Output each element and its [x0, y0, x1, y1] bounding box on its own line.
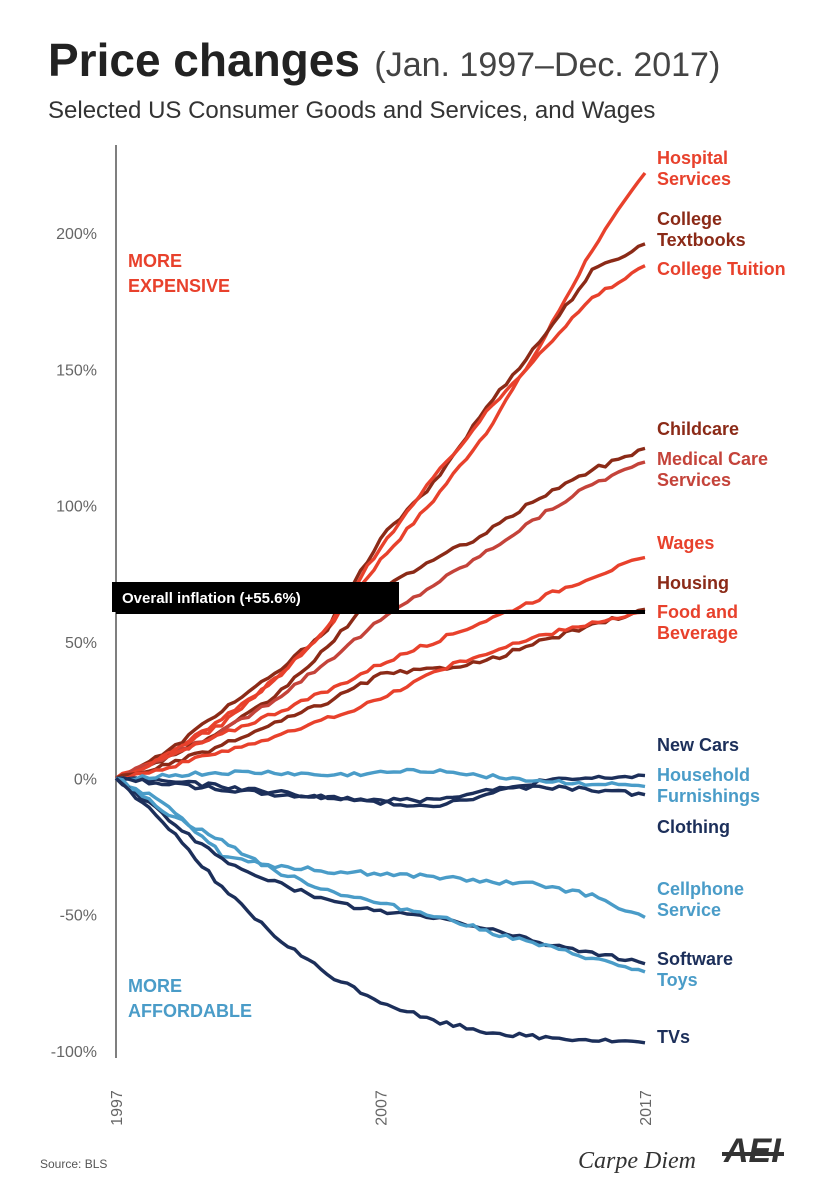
series-labels: HospitalServicesCollegeTextbooksCollege … [657, 148, 786, 1047]
series-label-hospital-services: Hospital [657, 148, 728, 168]
series-line-college-textbooks [115, 242, 646, 780]
series-label-food-and-beverage: Beverage [657, 623, 738, 643]
y-tick-label: 150% [56, 362, 97, 379]
carpe-diem-brand: Carpe Diem [578, 1148, 696, 1174]
title-main: Price changes [48, 34, 360, 86]
more-affordable-label-2: AFFORDABLE [128, 1001, 252, 1021]
source-note: Source: BLS [40, 1157, 107, 1171]
inflation-box [112, 582, 399, 612]
series-label-housing: Housing [657, 573, 729, 593]
series-label-toys: Toys [657, 970, 698, 990]
series-label-medical-care-services: Services [657, 470, 731, 490]
series-line-toys [114, 776, 646, 974]
series-line-food-and-beverage [115, 610, 646, 781]
series-label-medical-care-services: Medical Care [657, 449, 768, 469]
series-label-childcare: Childcare [657, 419, 739, 439]
more-affordable-label-1: MORE [128, 976, 182, 996]
more-expensive-label-1: MORE [128, 251, 182, 271]
series-label-software: Software [657, 949, 733, 969]
y-tick-label: 200% [56, 226, 97, 243]
aei-logo-underline [722, 1152, 784, 1156]
series-line-household-furnishings [115, 767, 646, 789]
title-range: (Jan. 1997–Dec. 2017) [374, 46, 720, 84]
y-tick-label: -100% [51, 1044, 97, 1061]
series-label-clothing: Clothing [657, 817, 730, 837]
series-label-household-furnishings: Furnishings [657, 786, 760, 806]
y-axis-ticks: 200% 150% 100% 50% 0% -50% -100% [51, 226, 97, 1061]
series-label-new-cars: New Cars [657, 735, 739, 755]
series-line-tvs [114, 777, 646, 1045]
aei-logo: AEI [722, 1132, 784, 1170]
series-line-college-tuition [114, 264, 646, 780]
series-label-food-and-beverage: Food and [657, 602, 738, 622]
inflation-label: Overall inflation (+55.6%) [122, 590, 301, 607]
series-label-college-tuition: College Tuition [657, 259, 786, 279]
series-line-wages [115, 555, 646, 780]
aei-logo-text: AEI [723, 1132, 782, 1170]
series-line-clothing [115, 776, 646, 804]
series-label-hospital-services: Services [657, 169, 731, 189]
series-label-household-furnishings: Household [657, 765, 750, 785]
series-label-wages: Wages [657, 533, 714, 553]
chart-subtitle: Selected US Consumer Goods and Services,… [48, 97, 655, 124]
x-tick-label: 2017 [638, 1090, 655, 1126]
series-line-hospital-services [115, 171, 647, 780]
series-line-housing [115, 607, 646, 780]
more-expensive-label-2: EXPENSIVE [128, 276, 230, 296]
series-lines [114, 171, 647, 1045]
series-label-cellphone-service: Service [657, 900, 721, 920]
x-tick-label: 1997 [109, 1090, 126, 1126]
series-line-cellphone-service [115, 776, 646, 919]
y-tick-label: -50% [60, 908, 97, 925]
series-line-software [114, 777, 646, 966]
y-tick-label: 50% [65, 635, 97, 652]
inflation-reference: Overall inflation (+55.6%) [112, 582, 645, 615]
y-tick-label: 0% [74, 771, 97, 788]
series-line-new-cars [115, 773, 646, 809]
x-tick-label: 2007 [374, 1090, 391, 1126]
series-label-tvs: TVs [657, 1027, 690, 1047]
chart-title: Price changes (Jan. 1997–Dec. 2017) [48, 34, 720, 86]
series-label-college-textbooks: College [657, 209, 722, 229]
series-label-cellphone-service: Cellphone [657, 879, 744, 899]
series-label-college-textbooks: Textbooks [657, 230, 746, 250]
y-tick-label: 100% [56, 499, 97, 516]
